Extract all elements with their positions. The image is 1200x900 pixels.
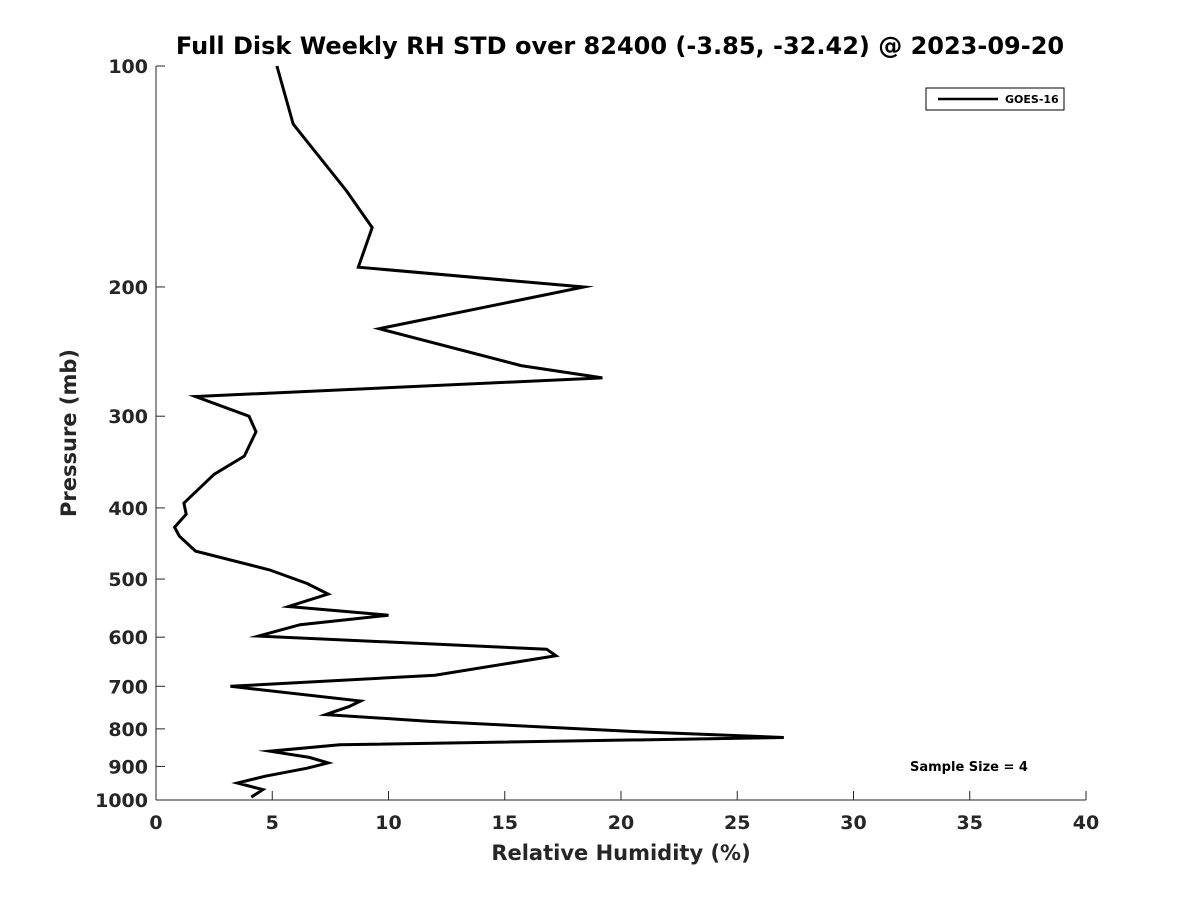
legend: GOES-16 bbox=[925, 87, 1065, 111]
y-tick-label: 200 bbox=[108, 277, 148, 299]
x-tick-label: 0 bbox=[149, 812, 162, 834]
y-tick-label: 100 bbox=[108, 56, 148, 78]
x-tick-label: 35 bbox=[957, 812, 983, 834]
x-tick-label: 30 bbox=[840, 812, 866, 834]
y-tick-label: 400 bbox=[108, 498, 148, 520]
y-tick-label: 500 bbox=[108, 569, 148, 591]
y-tick-label: 700 bbox=[108, 676, 148, 698]
x-ticks: 0 5 10 15 20 25 30 35 40 bbox=[149, 791, 1099, 834]
y-tick-label: 300 bbox=[108, 406, 148, 428]
chart-title: Full Disk Weekly RH STD over 82400 (-3.8… bbox=[176, 32, 1064, 60]
plot-area: 0 5 10 15 20 25 30 35 40 100 200 300 400 500 600 700 80… bbox=[95, 56, 1099, 834]
y-tick-label: 800 bbox=[108, 719, 148, 741]
x-tick-label: 25 bbox=[724, 812, 750, 834]
y-ticks: 100 200 300 400 500 600 700 800 900 1000 bbox=[95, 56, 165, 812]
y-tick-label: 1000 bbox=[95, 790, 148, 812]
y-axis-label: Pressure (mb) bbox=[57, 349, 81, 517]
x-tick-label: 10 bbox=[375, 812, 401, 834]
x-tick-label: 15 bbox=[492, 812, 518, 834]
series-line-goes-16 bbox=[172, 65, 784, 799]
x-axis-label: Relative Humidity (%) bbox=[491, 841, 750, 865]
x-tick-label: 5 bbox=[266, 812, 279, 834]
sample-size-annotation: Sample Size = 4 bbox=[910, 760, 1028, 775]
y-tick-label: 600 bbox=[108, 627, 148, 649]
y-tick-label: 900 bbox=[108, 756, 148, 778]
x-tick-label: 20 bbox=[608, 812, 634, 834]
legend-label-goes16: GOES-16 bbox=[1005, 93, 1059, 106]
series-lines bbox=[172, 65, 784, 799]
x-tick-label: 40 bbox=[1073, 812, 1099, 834]
